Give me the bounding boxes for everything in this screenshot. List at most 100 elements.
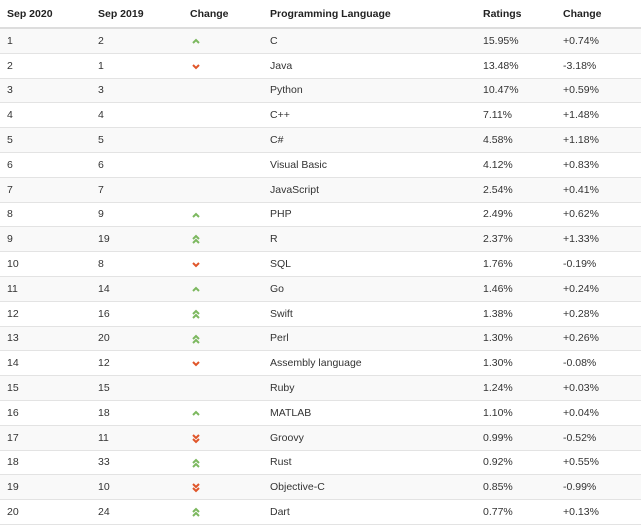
double-up-arrow-icon xyxy=(192,334,200,344)
language-cell: R xyxy=(263,226,476,253)
language-cell: C++ xyxy=(263,102,476,129)
change-cell: -3.18% xyxy=(556,53,641,79)
rating-cell: 1.76% xyxy=(476,251,556,277)
up-arrow-icon xyxy=(192,286,200,292)
language-cell: C xyxy=(263,28,476,54)
rank-2019-cell: 9 xyxy=(91,202,183,228)
language-cell: Go xyxy=(263,276,476,302)
trend-cell xyxy=(183,53,263,79)
rank-2020-cell: 6 xyxy=(0,152,91,178)
rating-cell: 1.38% xyxy=(476,301,556,327)
trend-cell xyxy=(183,350,263,377)
rank-2019-cell: 33 xyxy=(91,450,183,476)
change-cell: -0.08% xyxy=(556,350,641,377)
rating-cell: 1.30% xyxy=(476,350,556,377)
rank-2020-cell: 16 xyxy=(0,400,91,426)
header-change[interactable]: Change xyxy=(556,0,641,29)
rank-2019-cell: 12 xyxy=(91,350,183,377)
rating-cell: 10.47% xyxy=(476,78,556,104)
table-row: 1 2 C 15.95% +0.74% xyxy=(0,28,641,54)
double-up-arrow-icon xyxy=(192,458,200,468)
trend-cell xyxy=(183,152,263,178)
header-ratings[interactable]: Ratings xyxy=(476,0,556,29)
rating-cell: 0.77% xyxy=(476,499,556,525)
rank-2019-cell: 19 xyxy=(91,226,183,253)
header-trend[interactable]: Change xyxy=(183,0,263,29)
rank-2020-cell: 18 xyxy=(0,450,91,476)
table-row: 2 1 Java 13.48% -3.18% xyxy=(0,53,641,79)
trend-cell xyxy=(183,127,263,153)
header-row: Sep 2020 Sep 2019 Change Programming Lan… xyxy=(0,0,641,29)
rank-2020-cell: 13 xyxy=(0,326,91,352)
rank-2019-cell: 4 xyxy=(91,102,183,129)
rank-2020-cell: 15 xyxy=(0,375,91,401)
table-row: 19 10 Objective-C 0.85% -0.99% xyxy=(0,474,641,501)
change-cell: +1.33% xyxy=(556,226,641,253)
table-row: 20 24 Dart 0.77% +0.13% xyxy=(0,499,641,525)
rating-cell: 0.92% xyxy=(476,450,556,476)
change-cell: +1.18% xyxy=(556,127,641,153)
trend-cell xyxy=(183,326,263,352)
rank-2019-cell: 2 xyxy=(91,28,183,54)
rank-2019-cell: 5 xyxy=(91,127,183,153)
table-row: 12 16 Swift 1.38% +0.28% xyxy=(0,301,641,327)
rank-2020-cell: 19 xyxy=(0,474,91,501)
language-cell: Swift xyxy=(263,301,476,327)
language-cell: SQL xyxy=(263,251,476,277)
language-cell: Perl xyxy=(263,326,476,352)
header-sep-2019[interactable]: Sep 2019 xyxy=(91,0,183,29)
rank-2020-cell: 8 xyxy=(0,202,91,228)
change-cell: -0.52% xyxy=(556,425,641,451)
language-cell: MATLAB xyxy=(263,400,476,426)
trend-cell xyxy=(183,102,263,129)
change-cell: +0.62% xyxy=(556,202,641,228)
language-cell: Rust xyxy=(263,450,476,476)
rank-2019-cell: 8 xyxy=(91,251,183,277)
trend-cell xyxy=(183,177,263,203)
header-sep-2020[interactable]: Sep 2020 xyxy=(0,0,91,29)
rating-cell: 15.95% xyxy=(476,28,556,54)
change-cell: +0.41% xyxy=(556,177,641,203)
language-cell: C# xyxy=(263,127,476,153)
table-row: 9 19 R 2.37% +1.33% xyxy=(0,226,641,253)
trend-cell xyxy=(183,474,263,501)
rank-2020-cell: 17 xyxy=(0,425,91,451)
rank-2019-cell: 6 xyxy=(91,152,183,178)
change-cell: +0.59% xyxy=(556,78,641,104)
rating-cell: 2.37% xyxy=(476,226,556,253)
rank-2019-cell: 18 xyxy=(91,400,183,426)
change-cell: +0.04% xyxy=(556,400,641,426)
table-row: 14 12 Assembly language 1.30% -0.08% xyxy=(0,350,641,377)
rank-2019-cell: 16 xyxy=(91,301,183,327)
rank-2020-cell: 10 xyxy=(0,251,91,277)
table-row: 10 8 SQL 1.76% -0.19% xyxy=(0,251,641,277)
language-cell: PHP xyxy=(263,202,476,228)
trend-cell xyxy=(183,28,263,54)
rank-2020-cell: 7 xyxy=(0,177,91,203)
up-arrow-icon xyxy=(192,212,200,218)
rank-2020-cell: 14 xyxy=(0,350,91,377)
language-cell: Objective-C xyxy=(263,474,476,501)
rank-2019-cell: 11 xyxy=(91,425,183,451)
table-row: 6 6 Visual Basic 4.12% +0.83% xyxy=(0,152,641,178)
trend-cell xyxy=(183,251,263,277)
rating-cell: 1.30% xyxy=(476,326,556,352)
trend-cell xyxy=(183,375,263,401)
language-cell: Assembly language xyxy=(263,350,476,377)
table-row: 11 14 Go 1.46% +0.24% xyxy=(0,276,641,302)
table-row: 3 3 Python 10.47% +0.59% xyxy=(0,78,641,104)
rank-2019-cell: 1 xyxy=(91,53,183,79)
rating-cell: 2.54% xyxy=(476,177,556,203)
language-cell: Java xyxy=(263,53,476,79)
rank-2019-cell: 15 xyxy=(91,375,183,401)
table-row: 17 11 Groovy 0.99% -0.52% xyxy=(0,425,641,451)
rank-2020-cell: 9 xyxy=(0,226,91,253)
header-language[interactable]: Programming Language xyxy=(263,0,476,29)
change-cell: +0.74% xyxy=(556,28,641,54)
double-down-arrow-icon xyxy=(192,434,200,444)
language-cell: Groovy xyxy=(263,425,476,451)
trend-cell xyxy=(183,226,263,253)
table-row: 13 20 Perl 1.30% +0.26% xyxy=(0,326,641,352)
double-up-arrow-icon xyxy=(192,507,200,517)
